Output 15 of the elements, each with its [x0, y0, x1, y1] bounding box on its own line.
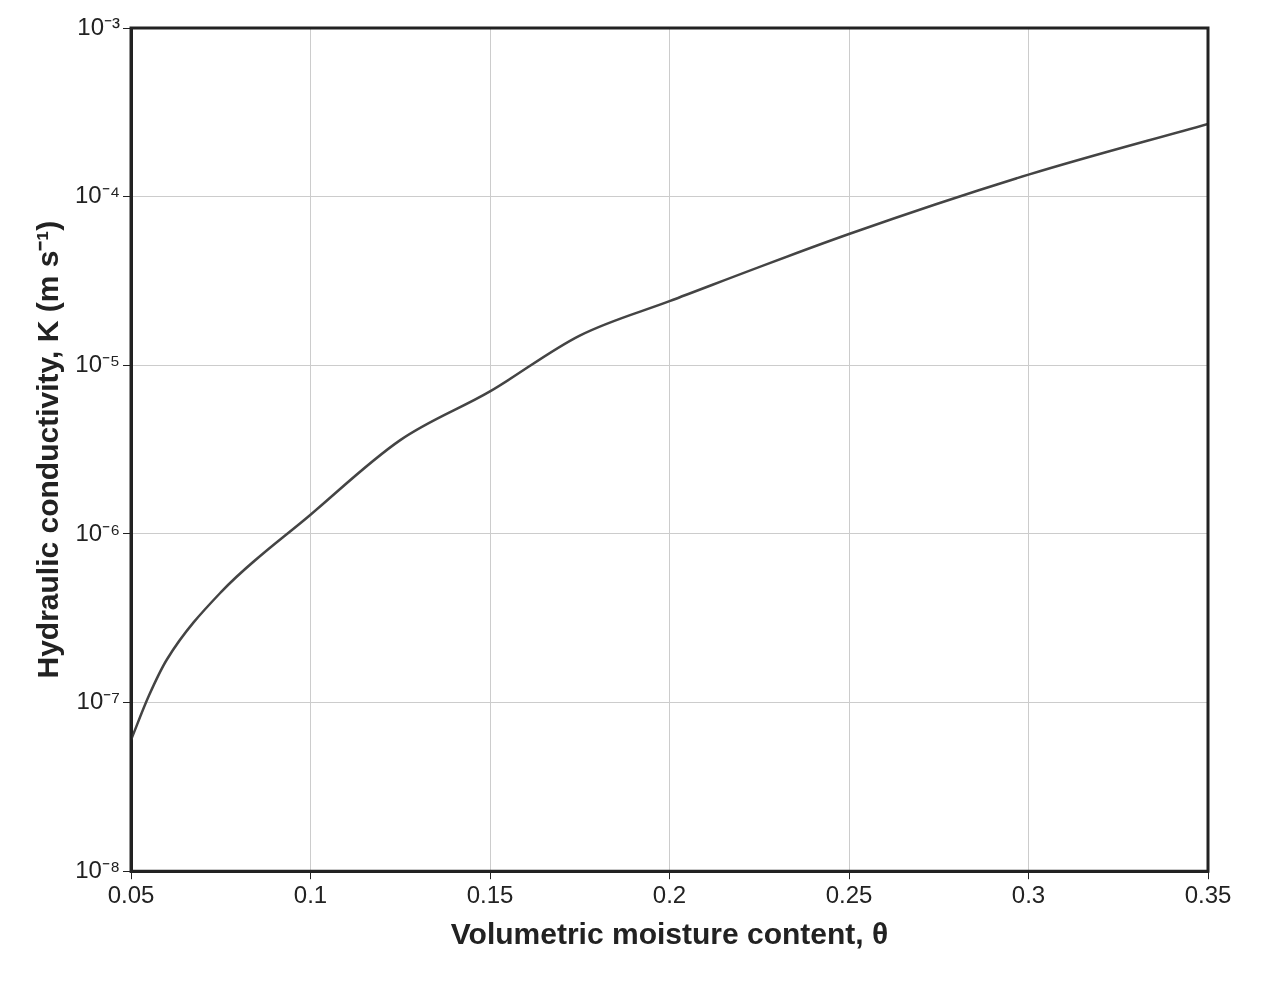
y-tick-label: 10⁻⁵: [75, 349, 121, 377]
y-tick-label: 10⁻⁷: [76, 687, 121, 715]
y-tick-label: 10⁻³: [77, 12, 121, 40]
x-tick-label: 0.2: [652, 881, 687, 909]
y-tick-label: 10⁻⁸: [75, 855, 121, 883]
y-axis-title: Hydraulic conductivity, K (m s⁻¹): [31, 220, 65, 679]
x-tick-label: 0.25: [825, 881, 873, 909]
x-axis-title: Volumetric moisture content, θ: [450, 917, 889, 951]
x-tick-label: 0.1: [293, 881, 328, 909]
x-tick-label: 0.05: [107, 881, 155, 909]
x-tick-label: 0.3: [1011, 881, 1046, 909]
x-tick-label: 0.15: [466, 881, 514, 909]
y-tick-label: 10⁻⁴: [74, 181, 121, 209]
y-tick-label: 10⁻⁶: [75, 518, 121, 546]
x-tick-label: 0.35: [1184, 881, 1232, 909]
